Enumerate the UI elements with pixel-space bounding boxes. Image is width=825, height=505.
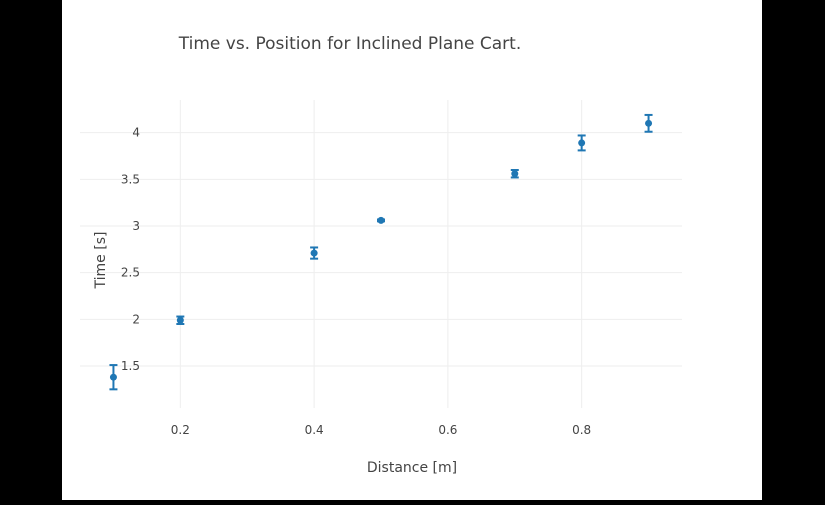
x-tick-label: 0.6 <box>438 423 457 437</box>
data-marker <box>310 249 318 257</box>
tick-labels: 0.2 0.4 0.6 0.8 1.5 2 2.5 3 3.5 4 <box>121 126 591 437</box>
x-axis-title: Distance [m] <box>367 460 457 476</box>
data-marker <box>377 216 385 224</box>
data-marker <box>645 119 653 127</box>
data-marker <box>176 316 184 324</box>
data-series <box>109 113 653 391</box>
y-tick-label: 4 <box>132 126 140 140</box>
data-point <box>176 315 185 325</box>
y-tick-label: 3 <box>132 219 140 233</box>
y-tick-label: 2.5 <box>121 266 140 280</box>
data-point <box>377 216 385 224</box>
data-point <box>644 113 653 133</box>
y-tick-label: 2 <box>132 312 140 326</box>
data-marker <box>109 373 117 381</box>
data-point <box>109 364 118 391</box>
plot-area: 0.2 0.4 0.6 0.8 1.5 2 2.5 3 3.5 4 Time vs. Positi… <box>62 0 762 500</box>
chart-title: Time vs. Position for Inclined Plane Car… <box>178 34 522 54</box>
x-tick-label: 0.8 <box>572 423 591 437</box>
scatter-chart: 0.2 0.4 0.6 0.8 1.5 2 2.5 3 3.5 4 Time vs. Positi… <box>80 34 682 476</box>
grid-lines <box>80 100 682 408</box>
y-tick-label: 3.5 <box>121 172 140 186</box>
data-point <box>577 134 586 152</box>
data-marker <box>511 170 519 178</box>
y-axis-title: Time [s] <box>93 232 109 290</box>
x-tick-label: 0.4 <box>305 423 324 437</box>
data-marker <box>578 139 586 147</box>
data-point <box>510 169 519 179</box>
y-tick-label: 1.5 <box>121 359 140 373</box>
data-point <box>310 246 319 260</box>
x-tick-label: 0.2 <box>171 423 190 437</box>
